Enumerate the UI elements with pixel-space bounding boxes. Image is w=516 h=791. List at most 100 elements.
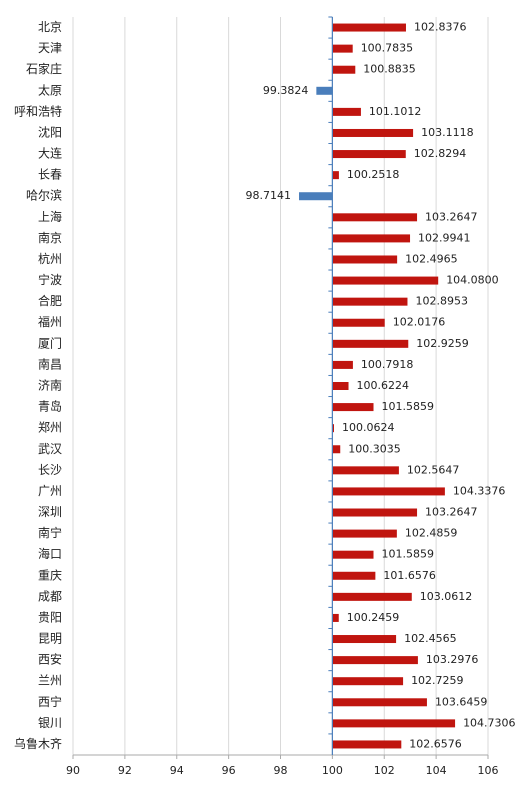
x-tick-label: 102 <box>374 764 395 777</box>
value-label: 100.7918 <box>361 358 414 371</box>
y-tick-label: 昆明 <box>38 632 62 646</box>
bar <box>332 508 418 517</box>
bar <box>332 656 418 665</box>
y-tick-label: 海口 <box>38 546 62 561</box>
y-tick-label: 石家庄 <box>26 61 62 76</box>
value-label: 99.3824 <box>263 84 309 97</box>
bar <box>332 297 408 306</box>
y-tick-label: 厦门 <box>38 335 62 350</box>
bar <box>332 339 409 348</box>
y-tick-label: 呼和浩特 <box>14 103 62 118</box>
value-label: 102.6576 <box>409 737 462 750</box>
value-label: 100.7835 <box>361 42 414 55</box>
y-tick-label: 深圳 <box>38 505 62 519</box>
y-tick-label: 福州 <box>38 314 62 329</box>
value-label: 102.4565 <box>404 632 457 645</box>
bar <box>332 171 339 180</box>
y-tick-label: 杭州 <box>38 251 62 266</box>
y-tick-label: 太原 <box>38 82 62 97</box>
value-label: 104.0800 <box>446 274 499 287</box>
bar <box>332 445 341 454</box>
y-tick-label: 青岛 <box>38 399 62 414</box>
value-label: 102.7259 <box>411 674 464 687</box>
value-label: 100.2459 <box>347 611 400 624</box>
value-label: 103.2976 <box>426 653 479 666</box>
y-tick-label: 银川 <box>38 716 62 730</box>
x-tick-label: 94 <box>170 764 184 777</box>
y-tick-label: 南京 <box>38 230 62 245</box>
bar <box>332 466 399 475</box>
y-tick-label: 天津 <box>38 41 62 55</box>
y-tick-label: 武汉 <box>38 442 62 456</box>
bar <box>332 150 406 159</box>
y-tick-label: 西宁 <box>38 694 62 709</box>
bar <box>332 65 356 74</box>
value-label: 103.0612 <box>420 590 473 603</box>
bar <box>332 213 418 222</box>
bar <box>332 107 361 116</box>
bar <box>332 550 374 559</box>
y-tick-label: 成都 <box>38 589 62 603</box>
value-label: 101.5859 <box>382 400 435 413</box>
y-tick-label: 乌鲁木齐 <box>14 736 62 751</box>
value-label: 104.3376 <box>453 484 506 497</box>
value-label: 101.5859 <box>382 548 435 561</box>
y-tick-label: 长春 <box>38 168 62 182</box>
value-label: 103.2647 <box>425 506 478 519</box>
value-label: 102.9941 <box>418 231 471 244</box>
bar <box>332 698 427 707</box>
bar <box>316 86 333 95</box>
value-label: 103.2647 <box>425 210 478 223</box>
value-label: 102.8294 <box>414 147 467 160</box>
value-label: 101.1012 <box>369 105 422 118</box>
value-label: 102.4965 <box>405 252 458 265</box>
bar <box>332 234 411 243</box>
value-label: 102.8376 <box>414 21 467 34</box>
x-tick-label: 98 <box>274 764 288 777</box>
value-label: 100.6224 <box>357 379 410 392</box>
bar <box>332 487 445 496</box>
y-tick-label: 合肥 <box>38 293 62 308</box>
bar <box>332 318 385 327</box>
value-label: 104.7306 <box>463 716 516 729</box>
y-tick-label: 济南 <box>38 378 62 393</box>
y-tick-label: 广州 <box>38 484 62 498</box>
y-tick-label: 南宁 <box>38 525 62 540</box>
value-label: 102.0176 <box>393 316 446 329</box>
x-tick-label: 92 <box>118 764 132 777</box>
bar <box>332 276 439 285</box>
value-label: 101.6576 <box>383 569 436 582</box>
bar <box>332 719 456 728</box>
bar <box>332 44 353 53</box>
value-label: 102.9259 <box>416 337 469 350</box>
y-tick-label: 南昌 <box>38 356 62 371</box>
bar <box>332 424 334 433</box>
bar <box>332 677 404 686</box>
y-tick-label: 西安 <box>38 652 62 667</box>
bar <box>299 192 333 201</box>
bar <box>332 128 414 137</box>
x-tick-label: 96 <box>222 764 236 777</box>
bar <box>332 613 339 622</box>
bar <box>332 592 412 601</box>
bar <box>332 403 374 412</box>
x-tick-label: 104 <box>426 764 447 777</box>
value-label: 103.1118 <box>421 126 474 139</box>
value-label: 102.5647 <box>407 463 460 476</box>
bar <box>332 255 398 264</box>
y-tick-label: 兰州 <box>38 674 62 688</box>
y-tick-label: 上海 <box>38 209 62 224</box>
y-tick-label: 沈阳 <box>38 124 62 139</box>
x-tick-label: 100 <box>322 764 343 777</box>
y-tick-label: 长沙 <box>38 463 62 477</box>
bar <box>332 382 349 390</box>
bar <box>332 529 397 538</box>
value-label: 100.2518 <box>347 168 400 181</box>
value-label: 98.7141 <box>246 189 292 202</box>
value-label: 102.8953 <box>415 295 468 308</box>
y-tick-label: 重庆 <box>38 568 62 582</box>
bar <box>332 635 397 644</box>
value-label: 103.6459 <box>435 695 488 708</box>
y-tick-label: 北京 <box>38 20 62 34</box>
